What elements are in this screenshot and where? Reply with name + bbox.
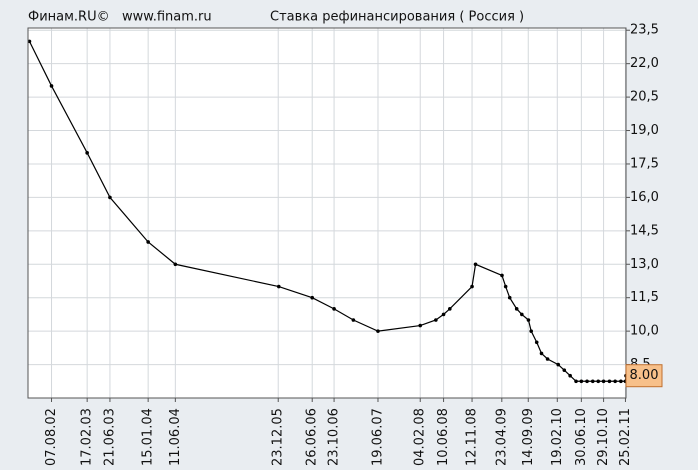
y-tick-label: 13,0: [630, 257, 659, 272]
point: [332, 307, 336, 311]
x-tick-label: 23.12.05: [271, 408, 286, 466]
y-tick-label: 11,5: [630, 290, 659, 305]
x-tick-label: 23.04.09: [494, 408, 509, 466]
x-tick-label: 26.06.06: [305, 408, 320, 466]
point: [601, 379, 606, 384]
value-label-box: [625, 364, 663, 388]
x-tick-label: 15.01.04: [141, 408, 156, 466]
y-tick-label: 16,0: [630, 190, 659, 205]
point: [27, 39, 32, 44]
plot-border: [27, 27, 627, 399]
point: [276, 284, 281, 289]
x-tick-label: 23.10.06: [327, 408, 342, 466]
point: [310, 295, 315, 300]
x-tick-label: 14.09.09: [521, 408, 536, 466]
point: [473, 262, 478, 267]
x-tick-label: 30.06.10: [574, 408, 589, 466]
y-tick-label: 23,5: [630, 23, 659, 38]
x-tick-label: 25.02.11: [618, 408, 633, 466]
x-tick-label: 11.06.04: [168, 408, 183, 466]
x-tick-label: 04.02.08: [413, 408, 428, 466]
point: [613, 379, 617, 384]
point: [146, 240, 150, 244]
point: [49, 84, 54, 88]
point: [448, 307, 452, 311]
plot-area: [28, 28, 626, 398]
x-tick-label: 07.08.02: [44, 408, 59, 466]
point: [585, 379, 589, 384]
brand: Финам.RU©: [28, 10, 110, 25]
point: [500, 273, 504, 278]
y-tick-label: 10,0: [630, 324, 659, 339]
point: [568, 373, 572, 378]
point: [418, 323, 423, 328]
y-tick-label: 14,5: [630, 223, 659, 238]
point: [562, 368, 567, 372]
x-tick-label: 10.06.08: [436, 408, 451, 466]
y-tick-label: 17,5: [630, 156, 659, 171]
x-tick-label: 21.06.03: [102, 408, 117, 466]
point: [545, 357, 550, 361]
point: [539, 351, 544, 356]
x-tick-label: 29.10.10: [596, 408, 611, 466]
point: [503, 284, 508, 289]
point: [351, 318, 356, 322]
point: [520, 312, 524, 317]
point: [470, 284, 474, 289]
point: [574, 379, 578, 384]
series: [27, 39, 628, 384]
point: [507, 295, 512, 300]
point: [529, 329, 534, 333]
x-tick-label: 19.02.10: [550, 408, 565, 466]
point: [590, 379, 595, 384]
y-tick-label: 19,0: [630, 123, 659, 138]
x-tick-label: 19.06.07: [370, 408, 385, 466]
grid: [28, 28, 626, 398]
site: www.finam.ru: [122, 10, 212, 25]
point: [579, 379, 584, 384]
value-label: 8.00: [630, 368, 659, 383]
point: [441, 312, 446, 317]
point: [556, 362, 561, 367]
point: [619, 379, 623, 384]
x-tick-label: 17.02.03: [80, 408, 95, 466]
point: [534, 340, 539, 345]
point: [173, 262, 178, 267]
point: [607, 379, 612, 384]
y-tick-label: 20,5: [630, 90, 659, 105]
point: [596, 379, 601, 384]
point: [526, 318, 531, 322]
chart-title: Ставка рефинансирования ( Россия ): [270, 10, 524, 25]
point: [376, 329, 380, 333]
x-tick-label: 12.11.08: [465, 408, 480, 466]
point: [85, 151, 89, 155]
y-tick-label: 22,0: [630, 56, 659, 71]
point: [514, 307, 519, 311]
point: [108, 195, 112, 200]
point: [434, 318, 438, 322]
